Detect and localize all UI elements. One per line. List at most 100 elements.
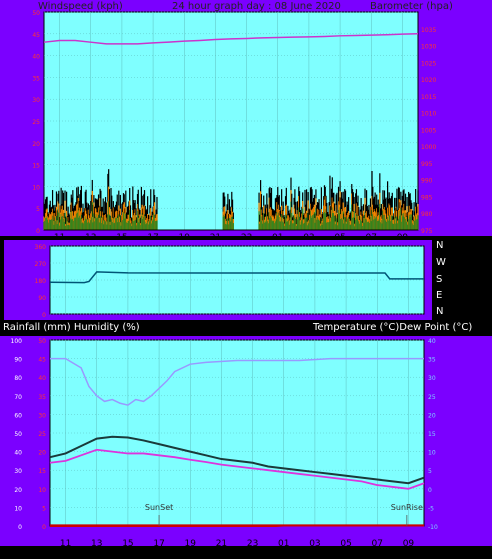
x-tick-label-bottom: 23 [247, 539, 258, 549]
humidity-tick-label: 20 [14, 487, 22, 494]
humidity-tick-label: 50 [14, 431, 22, 438]
temp-tick-label: 35 [428, 357, 436, 364]
sun-event-label: SunSet [145, 503, 173, 512]
x-tick-label-top: 19 [179, 233, 191, 243]
wind-tick-label: 10 [32, 184, 40, 191]
temp-tick-label: 5 [428, 468, 432, 475]
wind-tick-label: 40 [32, 54, 40, 61]
humidity-tick-label: 90 [14, 357, 22, 364]
baro-tick-label: 1020 [421, 77, 436, 84]
x-tick-label-bottom: 11 [60, 539, 71, 549]
rain-tick-label: 15 [38, 468, 46, 475]
wind-tick-label: 45 [32, 32, 40, 39]
humidity-tick-label: 30 [14, 468, 22, 475]
baro-tick-label: 1000 [421, 144, 436, 151]
humidity-tick-label: 100 [11, 338, 23, 345]
temperature-line [49, 435, 425, 485]
axis-labels: 0510152025303540455097598098599099510001… [11, 10, 438, 549]
humidity-tick-label: 60 [14, 412, 22, 419]
direction-label-n-bottom: N [436, 306, 443, 317]
chart-title: 24 hour graph day : 08 June 2020 [172, 1, 341, 12]
humidity-tick-label: 80 [14, 375, 22, 382]
x-tick-label-bottom: 13 [91, 539, 102, 549]
barometer-line [43, 33, 419, 45]
x-tick-label-top: 01 [272, 233, 283, 243]
temp-tick-label: -5 [428, 505, 434, 512]
baro-tick-label: 975 [421, 228, 433, 235]
x-tick-label-top: 03 [303, 233, 314, 243]
temp-tick-label: 20 [428, 412, 436, 419]
wind-tick-label: 5 [36, 206, 40, 213]
direction-series [49, 271, 424, 284]
x-tick-label-top: 23 [241, 233, 252, 243]
baro-tick-label: 1015 [421, 94, 436, 101]
humidity-tick-label: 10 [14, 505, 22, 512]
temp-tick-label: 30 [428, 375, 436, 382]
direction-label-n-top: N [436, 240, 443, 251]
baro-tick-label: 990 [421, 178, 433, 185]
direction-tick-label: 180 [35, 278, 47, 285]
x-tick-label-top: 05 [334, 233, 345, 243]
rain-tick-label: 50 [38, 338, 46, 345]
x-tick-label-top: 07 [366, 233, 377, 243]
wind-tick-label: 20 [32, 141, 40, 148]
wind-tick-label: 15 [32, 163, 40, 170]
wind-tick-label: 30 [32, 97, 40, 104]
direction-grid [50, 245, 424, 315]
baro-tick-label: 995 [421, 161, 433, 168]
rain-tick-label: 20 [38, 450, 46, 457]
baro-tick-label: 1010 [421, 111, 436, 118]
x-tick-label-top: 17 [147, 233, 158, 243]
humidity-tick-label: 40 [14, 450, 22, 457]
baro-tick-label: 980 [421, 211, 433, 218]
x-tick-label-bottom: 15 [122, 539, 133, 549]
direction-tick-label: 90 [38, 295, 46, 302]
x-tick-label-bottom: 07 [372, 539, 383, 549]
baro-tick-label: 1030 [421, 44, 436, 51]
wind-tick-label: 0 [36, 228, 40, 235]
humidity-tick-label: 70 [14, 394, 22, 401]
temp-tick-label: 40 [428, 338, 436, 345]
direction-line [49, 271, 424, 284]
x-tick-label-top: 09 [397, 233, 409, 243]
rain-tick-label: 5 [42, 505, 46, 512]
rain-tick-label: 35 [38, 394, 46, 401]
direction-label-e: E [436, 290, 442, 301]
x-tick-label-top: 11 [54, 233, 65, 243]
wind-baro-series [43, 33, 419, 231]
temp-tick-label: -10 [428, 524, 438, 531]
rain-tick-label: 10 [38, 487, 46, 494]
x-tick-label-bottom: 05 [340, 539, 351, 549]
rain-tick-label: 25 [38, 431, 46, 438]
x-tick-label-top: 13 [85, 233, 96, 243]
temp-tick-label: 25 [428, 394, 436, 401]
baro-tick-label: 1035 [421, 27, 436, 34]
direction-tick-label: 360 [35, 244, 47, 251]
temp-tick-label: 0 [428, 487, 432, 494]
humidity-line [50, 357, 424, 406]
rain-tick-label: 40 [38, 375, 46, 382]
temp-tick-label: 15 [428, 431, 436, 438]
rain-humidity-axis-title: Rainfall (mm) Humidity (%) [3, 322, 140, 333]
direction-tick-label: 0 [42, 312, 46, 319]
rain-tick-label: 0 [42, 524, 46, 531]
wind-axis-title: Windspeed (kph) [38, 1, 123, 12]
x-tick-label-bottom: 21 [216, 539, 227, 549]
x-tick-label-bottom: 09 [403, 539, 415, 549]
baro-tick-label: 985 [421, 194, 433, 201]
direction-label-w: W [436, 257, 446, 268]
baro-tick-label: 1025 [421, 60, 436, 67]
baro-tick-label: 1005 [421, 127, 436, 134]
temp-tick-label: 10 [428, 450, 436, 457]
humidity-tick-label: 0 [18, 524, 22, 531]
direction-tick-label: 270 [35, 261, 47, 268]
wind-grid [44, 11, 418, 231]
wind-tick-label: 50 [32, 10, 40, 17]
x-tick-label-bottom: 19 [185, 539, 197, 549]
wind-tick-label: 35 [32, 75, 40, 82]
direction-label-s: S [436, 274, 442, 285]
rain-tick-label: 30 [38, 412, 46, 419]
sun-event-label: SunRise [391, 503, 423, 512]
